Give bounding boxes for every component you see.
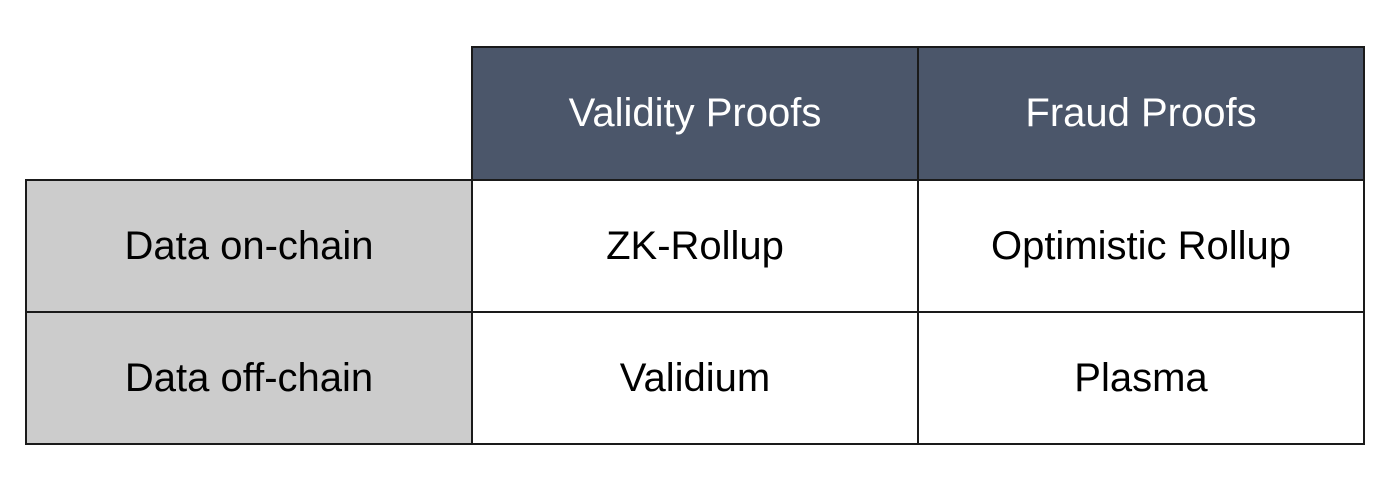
table-cell: Validium <box>471 311 919 445</box>
column-header-fraud-proofs: Fraud Proofs <box>917 46 1365 181</box>
table-cell: ZK-Rollup <box>471 179 919 313</box>
column-header-validity-proofs: Validity Proofs <box>471 46 919 181</box>
table-cell: Optimistic Rollup <box>917 179 1365 313</box>
row-header-data-on-chain: Data on-chain <box>25 179 473 313</box>
table-cell: Plasma <box>917 311 1365 445</box>
row-header-data-off-chain: Data off-chain <box>25 311 473 445</box>
